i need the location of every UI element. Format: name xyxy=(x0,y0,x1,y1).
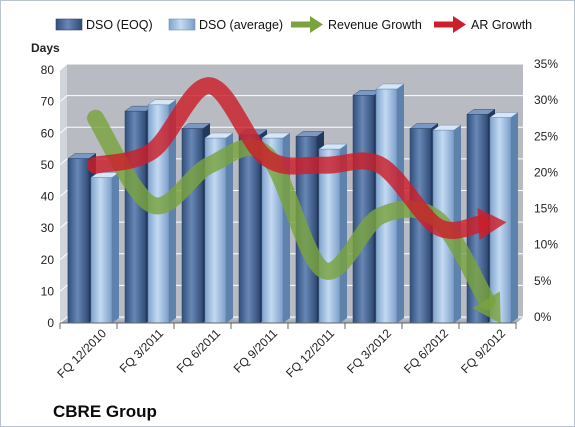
bar-side-dso-average xyxy=(226,132,233,323)
x-tick-label: FQ 9/2011 xyxy=(231,326,281,376)
y-tick-label-left: 60 xyxy=(41,126,55,140)
y-tick-label-right: 35% xyxy=(534,57,558,71)
gridline-side xyxy=(59,316,68,324)
y-tick-label-right: 5% xyxy=(534,274,552,288)
gridline-side xyxy=(59,95,68,103)
legend-swatch-dso-eoq xyxy=(55,18,83,31)
arrowhead-ar-growth xyxy=(477,208,507,241)
plot-area xyxy=(59,63,524,324)
bar-dso-eoq xyxy=(124,110,147,324)
y-axis-left: 0 10 20 30 40 50 60 70 80 xyxy=(41,63,55,330)
legend-swatch-dso-average xyxy=(168,18,196,31)
legend: DSO (EOQ) DSO (average) Revenue Growth A… xyxy=(55,16,532,33)
y-tick-label-left: 10 xyxy=(41,284,55,298)
gridline-side xyxy=(59,221,68,229)
x-tick-label: FQ 3/2012 xyxy=(344,326,394,376)
bar-side-dso-average xyxy=(511,112,518,323)
gridline-side xyxy=(59,158,68,166)
bar-side-dso-average xyxy=(340,144,347,323)
y-tick-label-left: 70 xyxy=(41,95,55,109)
y-tick-label-right: 15% xyxy=(534,202,558,216)
gridline-side xyxy=(59,284,68,292)
bar-dso-average xyxy=(90,177,113,324)
y-tick-label-left: 0 xyxy=(47,316,54,330)
bar-dso-eoq xyxy=(352,95,375,324)
x-tick-label: FQ 6/2012 xyxy=(401,326,451,376)
bar-dso-eoq xyxy=(181,128,204,324)
y-tick-label-left: 40 xyxy=(41,190,55,204)
bar-side-dso-average xyxy=(169,99,176,323)
legend-swatch-ar-growth-arrowhead xyxy=(453,16,466,33)
y-tick-label-right: 10% xyxy=(534,238,558,252)
x-tick-label: FQ 3/2011 xyxy=(117,326,167,376)
bar-dso-eoq xyxy=(67,158,90,324)
y-tick-label-left: 20 xyxy=(41,253,55,267)
y-tick-label-right: 30% xyxy=(534,93,558,107)
legend-label-ar-growth: AR Growth xyxy=(471,18,532,32)
arrowhead-revenue-growth xyxy=(472,291,501,324)
legend-label-dso-average: DSO (average) xyxy=(199,18,283,32)
bar-dso-eoq xyxy=(238,134,261,324)
bar-side-dso-average xyxy=(112,172,119,323)
legend-swatch-revenue-growth-arrowhead xyxy=(310,16,323,33)
y-tick-label-left: 30 xyxy=(41,221,55,235)
gridline-side xyxy=(59,126,68,134)
y-tick-label-right: 25% xyxy=(534,129,558,143)
y-tick-label-right: 0% xyxy=(534,310,552,324)
x-tick-label: FQ 12/2011 xyxy=(283,326,337,380)
x-tick-label: FQ 12/2010 xyxy=(54,326,109,381)
y-axis-title-left: Days xyxy=(31,41,60,55)
x-axis: FQ 12/2010 FQ 3/2011 FQ 6/2011 FQ 9/2011 FQ … xyxy=(54,323,517,381)
x-tick-label: FQ 9/2012 xyxy=(458,326,508,376)
gridline-side xyxy=(59,253,68,261)
legend-label-revenue-growth: Revenue Growth xyxy=(328,18,422,32)
x-tick-label: FQ 6/2011 xyxy=(174,326,224,376)
bar-dso-average xyxy=(318,148,341,324)
gridline-side xyxy=(59,63,68,71)
gridline-side xyxy=(59,190,68,197)
bars xyxy=(67,83,519,324)
y-tick-label-left: 50 xyxy=(41,158,55,172)
legend-label-dso-eoq: DSO (EOQ) xyxy=(86,18,153,32)
y-tick-label-left: 80 xyxy=(41,63,55,77)
y-axis-right: 0% 5% 10% 15% 20% 25% 30% 35% xyxy=(534,57,558,324)
y-tick-label-right: 20% xyxy=(534,165,558,179)
growth-lines xyxy=(87,77,507,324)
line-ar-growth xyxy=(87,77,490,239)
company-name: CBRE Group xyxy=(53,402,157,421)
